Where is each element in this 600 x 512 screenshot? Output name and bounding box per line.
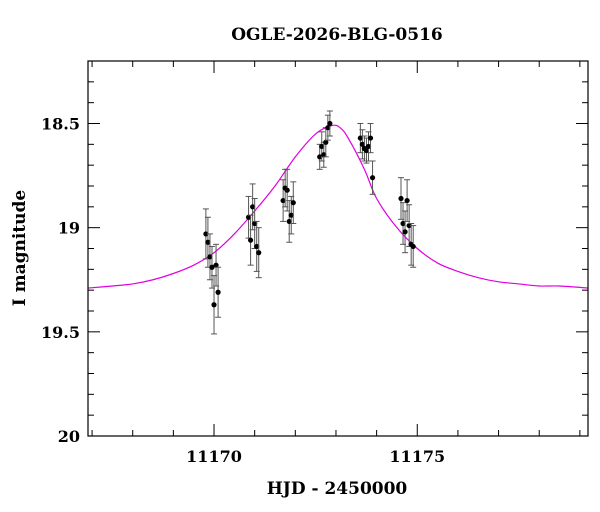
y-tick-label: 20	[58, 427, 80, 446]
data-points-layer	[202, 110, 417, 335]
data-point-marker	[203, 231, 209, 237]
data-point-marker	[252, 220, 258, 227]
data-point-marker	[357, 135, 363, 141]
data-point-marker	[248, 237, 254, 243]
data-point-marker	[402, 229, 408, 235]
data-point-marker	[398, 195, 404, 202]
data-point	[290, 181, 297, 224]
data-point-marker	[207, 254, 213, 260]
data-point-marker	[365, 143, 372, 150]
data-point	[402, 210, 409, 254]
chart-title: OGLE-2026-BLG-0516	[231, 25, 443, 45]
data-point-marker	[367, 135, 374, 141]
data-point-marker	[290, 200, 296, 206]
data-point-marker	[284, 187, 290, 193]
data-point	[245, 195, 252, 239]
data-point-marker	[359, 141, 365, 147]
data-point-marker	[280, 197, 286, 204]
y-tick-label: 19.5	[41, 323, 80, 342]
data-point	[410, 225, 417, 268]
data-point-marker	[369, 175, 376, 181]
data-point-marker	[410, 243, 416, 250]
data-point-marker	[209, 264, 215, 270]
y-tick-label: 18.5	[41, 115, 80, 134]
plot-frame	[87, 60, 589, 437]
data-point-marker	[254, 243, 260, 250]
data-point-marker	[406, 222, 412, 229]
data-point-marker	[211, 302, 217, 308]
axis-ticks-layer	[88, 60, 588, 437]
x-axis-label: HJD - 2450000	[267, 479, 408, 499]
data-point	[400, 202, 407, 245]
x-tick-label: 11170	[186, 447, 242, 466]
x-tick-label: 11175	[389, 447, 445, 466]
data-point	[367, 123, 374, 154]
data-point-marker	[400, 220, 406, 227]
data-point-marker	[317, 154, 323, 160]
data-point	[206, 233, 213, 281]
data-point-marker	[256, 250, 262, 256]
data-point	[284, 168, 291, 212]
y-axis-label: I magnitude	[10, 190, 30, 307]
data-point-marker	[205, 239, 211, 245]
data-point	[286, 200, 293, 243]
model-curve-line	[88, 124, 588, 289]
data-point-marker	[327, 120, 333, 127]
data-point	[255, 227, 262, 279]
data-point-marker	[363, 147, 370, 154]
data-point	[369, 160, 376, 195]
data-point-marker	[323, 139, 329, 145]
data-point-marker	[319, 143, 325, 150]
data-point	[359, 129, 366, 160]
data-point-marker	[325, 125, 331, 131]
data-point	[320, 141, 327, 168]
data-point	[208, 245, 215, 289]
data-point-marker	[215, 289, 221, 295]
data-point	[398, 177, 405, 220]
data-point-marker	[245, 214, 252, 220]
data-point-marker	[288, 212, 294, 218]
data-point-marker	[404, 197, 410, 204]
tick-labels-layer: 11170 11175 18.5 19 19.5 20	[41, 115, 445, 467]
data-point-marker	[321, 152, 327, 158]
y-tick-label: 19	[58, 219, 80, 238]
data-point-marker	[213, 262, 219, 268]
data-point	[211, 275, 218, 335]
data-point-marker	[250, 204, 256, 210]
data-point-marker	[286, 218, 292, 225]
data-point	[326, 110, 333, 137]
data-point	[204, 216, 211, 268]
model-curve-layer	[88, 124, 588, 289]
data-point	[215, 266, 222, 318]
